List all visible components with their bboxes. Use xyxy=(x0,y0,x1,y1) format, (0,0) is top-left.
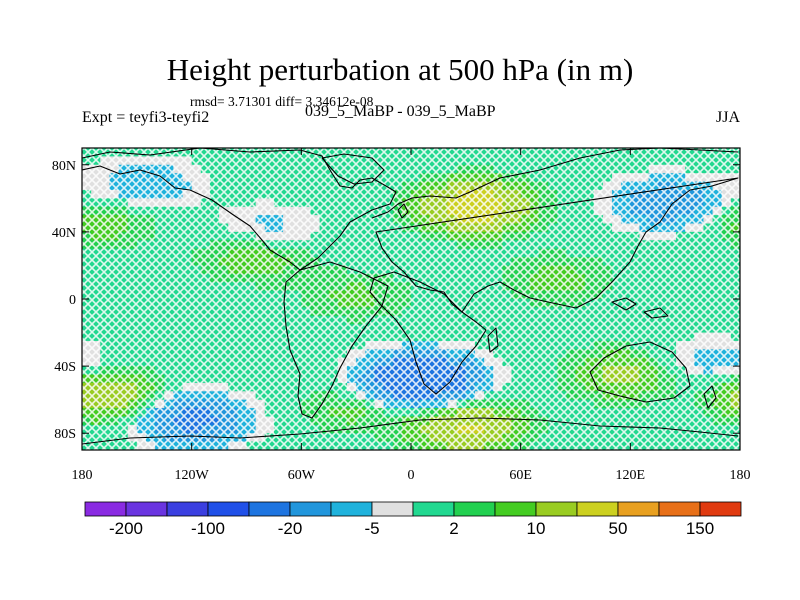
colorbar-label: -200 xyxy=(109,519,143,538)
y-tick-label: 80S xyxy=(54,427,76,442)
colorbar-box xyxy=(535,501,578,517)
colorbar-box xyxy=(207,501,250,517)
coastline-nz xyxy=(703,385,717,409)
coastline-islands-madagascar xyxy=(487,327,499,353)
coastline-africa xyxy=(369,271,487,395)
y-tick-label: 80N xyxy=(52,159,76,174)
colorbar-label: -100 xyxy=(191,519,225,538)
y-tick-label: 40S xyxy=(54,360,76,375)
coastline-greenland xyxy=(321,153,385,185)
colorbar-box xyxy=(84,501,127,517)
x-tick-label: 180 xyxy=(72,468,93,483)
colorbar-box xyxy=(412,501,455,517)
colorbar-label: 10 xyxy=(527,519,546,538)
case-label: 039_5_MaBP - 039_5_MaBP xyxy=(305,103,496,120)
colorbar-box xyxy=(371,501,414,517)
colorbar-label: 150 xyxy=(686,519,714,538)
season-label: JJA xyxy=(716,109,741,126)
colorbar-label: -20 xyxy=(278,519,303,538)
x-tick-label: 120E xyxy=(616,468,646,483)
colorbar-box xyxy=(453,501,496,517)
y-tick-label: 40N xyxy=(52,226,76,241)
colorbar-box xyxy=(617,501,660,517)
coastline-south-america xyxy=(283,261,389,419)
x-tick-label: 60E xyxy=(509,468,532,483)
colorbar-box xyxy=(125,501,168,517)
y-tick-label: 0 xyxy=(69,293,76,308)
coastline-antarctica xyxy=(82,417,739,445)
coastline-islands-indonesia xyxy=(611,297,669,319)
stats-line: rmsd= 3.71301 diff= 3.34612e-08 xyxy=(190,94,374,109)
chart-title: Height perturbation at 500 hPa (in m) xyxy=(166,52,634,87)
x-tick-label: 180 xyxy=(730,468,751,483)
axes: 180 120W 60W 0 60E 120E 180 80N 40N 0 40S 80S xyxy=(52,148,751,483)
x-tick-label: 60W xyxy=(288,468,316,483)
colorbar-box xyxy=(330,501,373,517)
x-tick-label: 0 xyxy=(408,468,415,483)
experiment-label: Expt = teyfi3-teyfi2 xyxy=(82,109,210,126)
colorbar-box xyxy=(576,501,619,517)
colorbar-label: -5 xyxy=(364,519,379,538)
colorbar-box xyxy=(699,501,742,517)
colorbar-box xyxy=(658,501,701,517)
coastline-north-america xyxy=(82,148,397,271)
coastline-islands-uk xyxy=(397,203,409,219)
hatch-overlay xyxy=(82,148,740,450)
colorbar-label: 50 xyxy=(609,519,628,538)
x-tick-label: 120W xyxy=(175,468,210,483)
colorbar-box xyxy=(289,501,332,517)
coastline-australia xyxy=(589,341,691,403)
colorbar-label: 2 xyxy=(449,519,458,538)
colorbar-box xyxy=(166,501,209,517)
colorbar: -200 -100 -20 -5 2 10 50 150 xyxy=(84,501,742,538)
colorbar-box xyxy=(494,501,537,517)
colorbar-box xyxy=(248,501,291,517)
